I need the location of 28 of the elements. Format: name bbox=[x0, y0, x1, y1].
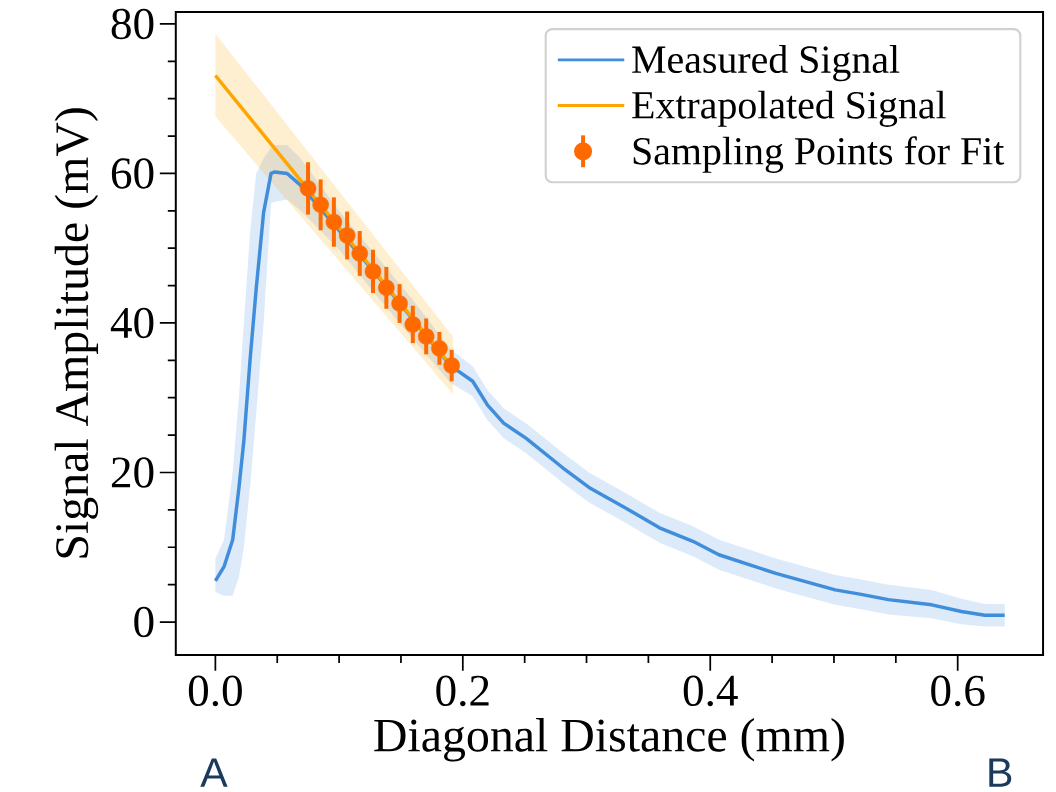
text: A bbox=[200, 758, 228, 787]
y-tick-label: 40 bbox=[110, 307, 154, 338]
y-tick-label: 80 bbox=[111, 8, 154, 39]
x-tick-label: 0.6 bbox=[931, 675, 985, 707]
point bbox=[417, 327, 435, 345]
legend-label: Measured Signal bbox=[632, 44, 900, 82]
point bbox=[312, 196, 329, 213]
x-axis-title: Diagonal Distance (mm) bbox=[374, 717, 844, 762]
y-tick-label: 20 bbox=[111, 457, 154, 488]
point bbox=[391, 295, 408, 312]
text: B bbox=[989, 758, 1012, 787]
point bbox=[351, 244, 368, 262]
point bbox=[364, 262, 382, 280]
y-tick-label: 0 bbox=[134, 606, 154, 638]
point bbox=[299, 179, 317, 197]
x-tick-label: 0.0 bbox=[188, 675, 242, 707]
point bbox=[338, 227, 356, 244]
point bbox=[404, 315, 422, 333]
point bbox=[378, 279, 395, 296]
point bbox=[325, 213, 343, 231]
x-tick-label: 0.2 bbox=[436, 675, 489, 707]
x-tick-label: 0.4 bbox=[683, 675, 738, 707]
point bbox=[431, 339, 448, 357]
y-tick-label: 60 bbox=[111, 157, 154, 189]
legend-label: Extrapolated Signal bbox=[632, 90, 946, 127]
point bbox=[443, 357, 460, 374]
legend-label: Sampling Points for Fit bbox=[633, 136, 1005, 173]
y-axis-title: Signal Amplitude (mV) bbox=[54, 108, 99, 558]
